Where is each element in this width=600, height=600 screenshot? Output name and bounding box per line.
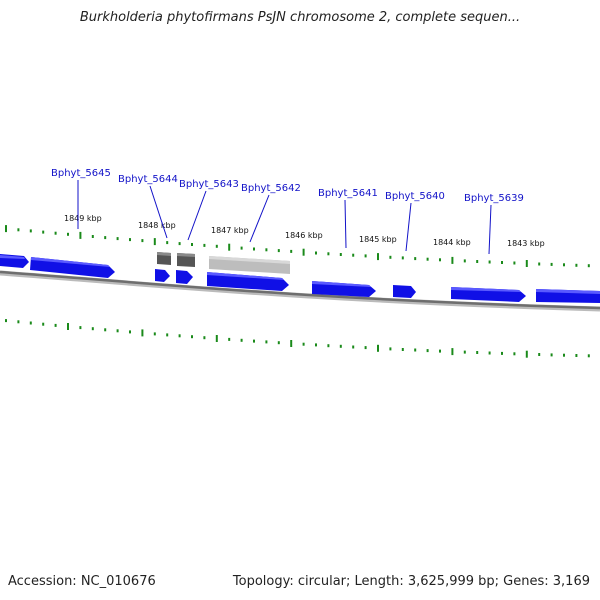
gene-label-bphyt-5645[interactable]: Bphyt_5645	[51, 168, 111, 179]
tick-label-1843: 1843 kbp	[507, 239, 545, 248]
gene-label-bphyt-5641[interactable]: Bphyt_5641	[318, 188, 378, 199]
leader-bphyt-5644	[149, 185, 168, 239]
gene-highlight	[157, 252, 171, 256]
gene-highlight	[312, 281, 371, 287]
backbone-line	[0, 270, 600, 310]
gene-highlight	[536, 289, 600, 294]
gene-label-leaders	[77, 180, 492, 255]
gene-highlight	[31, 257, 110, 267]
map-title: Burkholderia phytofirmans PsJN chromosom…	[79, 10, 521, 25]
gene-highlight	[207, 272, 284, 280]
summary-text: Topology: circular; Length: 3,625,999 bp…	[232, 574, 590, 589]
upper-strand-genes	[0, 252, 290, 278]
gene-highlight	[209, 256, 290, 264]
gene-label-bphyt-5640[interactable]: Bphyt_5640	[385, 191, 445, 202]
gene-labels: Bphyt_5645 Bphyt_5644 Bphyt_5643 Bphyt_5…	[51, 168, 524, 204]
gene-label-bphyt-5643[interactable]: Bphyt_5643	[179, 179, 239, 190]
gene-bphyt-5643[interactable]	[176, 270, 193, 284]
leader-bphyt-5642	[249, 194, 270, 243]
gene-highlight	[451, 287, 521, 292]
leader-bphyt-5639	[488, 204, 492, 255]
tick-label-1848: 1848 kbp	[138, 221, 176, 230]
tick-row-bottom	[5, 319, 590, 358]
leader-bphyt-5641	[344, 199, 347, 249]
tick-label-1845: 1845 kbp	[359, 235, 397, 244]
tick-label-1849: 1849 kbp	[64, 214, 102, 223]
lower-strand-genes	[155, 269, 600, 303]
tick-label-1844: 1844 kbp	[433, 238, 471, 247]
gene-bphyt-5645[interactable]	[30, 257, 115, 278]
gene-label-bphyt-5644[interactable]: Bphyt_5644	[118, 174, 178, 185]
tick-row-top	[5, 225, 590, 268]
accession-text: Accession: NC_010676	[8, 574, 156, 589]
tick-label-1846: 1846 kbp	[285, 231, 323, 240]
gene-highlight	[0, 255, 25, 259]
gene-bphyt-5640[interactable]	[393, 285, 416, 298]
gene-bphyt-5642[interactable]	[207, 272, 289, 291]
tick-label-1847: 1847 kbp	[211, 226, 249, 235]
gene-label-bphyt-5639[interactable]: Bphyt_5639	[464, 193, 524, 204]
gene-bphyt-5644[interactable]	[155, 269, 170, 282]
leader-bphyt-5640	[405, 202, 412, 252]
gene-highlight	[177, 253, 195, 257]
gene-label-bphyt-5642[interactable]: Bphyt_5642	[241, 183, 301, 194]
backbone	[0, 270, 600, 312]
tick-labels: 1849 kbp 1848 kbp 1847 kbp 1846 kbp 1845…	[64, 214, 545, 248]
leader-bphyt-5643	[187, 190, 207, 241]
